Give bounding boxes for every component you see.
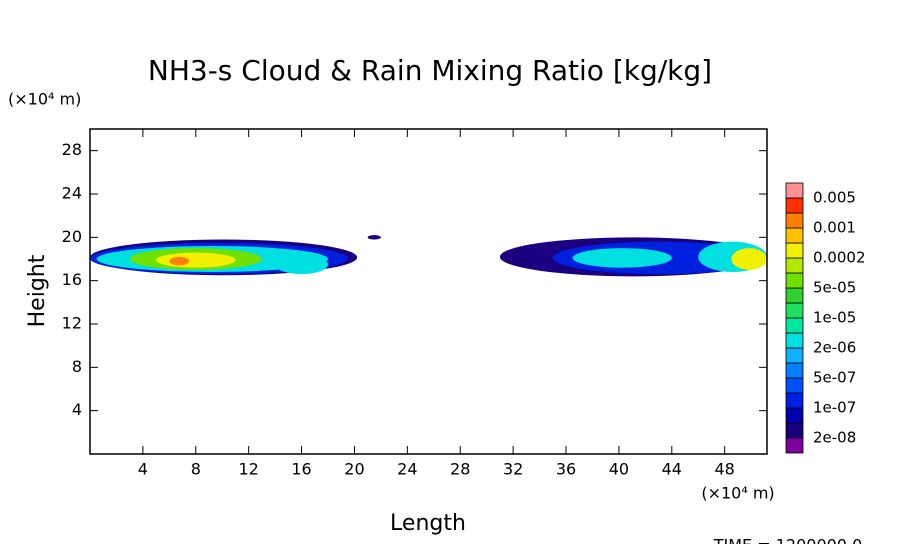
colorbar-label: 2e-08 — [813, 429, 856, 447]
y-tick-label: 28 — [62, 140, 82, 159]
colorbar-box — [785, 362, 804, 379]
y-unit: (×10⁴ m) — [8, 90, 81, 109]
x-tick-label: 36 — [556, 460, 576, 479]
colorbar-label: 5e-07 — [813, 369, 856, 387]
cloud-patch — [156, 252, 236, 268]
colorbar-box — [785, 422, 804, 439]
colorbar-box — [785, 182, 804, 199]
cloud-patch — [275, 254, 329, 275]
y-tick-label: 20 — [62, 227, 82, 246]
plot-frame — [89, 128, 768, 455]
x-tick-label: 28 — [450, 460, 470, 479]
colorbar-box — [785, 392, 804, 409]
colorbar-label: 0.005 — [813, 189, 856, 207]
x-tick-label: 44 — [662, 460, 682, 479]
cloud-patch — [572, 248, 672, 268]
x-tick-label: 32 — [503, 460, 523, 479]
x-tick-label: 24 — [397, 460, 417, 479]
x-tick-label: 8 — [191, 460, 201, 479]
colorbar-box — [785, 407, 804, 424]
colorbar-box — [785, 437, 804, 454]
cloud-patch — [731, 248, 767, 270]
colorbar-box — [785, 197, 804, 214]
y-tick-label: 4 — [72, 400, 82, 419]
colorbar-box — [785, 332, 804, 349]
x-tick-label: 20 — [344, 460, 364, 479]
colorbar-box — [785, 257, 804, 274]
y-tick-label: 16 — [62, 270, 82, 289]
contour-fill — [90, 235, 767, 277]
x-tick-label: 40 — [609, 460, 629, 479]
colorbar-box — [785, 377, 804, 394]
colorbar-label: 0.0002 — [813, 249, 866, 267]
colorbar-label: 1e-05 — [813, 309, 856, 327]
y-tick-label: 24 — [62, 184, 82, 203]
colorbar-label: 1e-07 — [813, 399, 856, 417]
colorbar-label: 5e-05 — [813, 279, 856, 297]
x-axis-label: Length — [390, 511, 466, 536]
colorbar-box — [785, 302, 804, 319]
y-axis-label: Height — [25, 254, 50, 327]
colorbar-box — [785, 227, 804, 244]
colorbar-box — [785, 212, 804, 229]
colorbar-box — [785, 317, 804, 334]
x-tick-label: 12 — [238, 460, 258, 479]
colorbar-box — [785, 272, 804, 289]
cloud-patch — [169, 256, 190, 266]
x-tick-label: 48 — [715, 460, 735, 479]
chart-title: NH3-s Cloud & Rain Mixing Ratio [kg/kg] — [148, 54, 712, 87]
x-tick-label: 16 — [291, 460, 311, 479]
colorbar-label: 2e-06 — [813, 339, 856, 357]
cloud-patch — [367, 235, 381, 240]
y-tick-label: 12 — [62, 314, 82, 333]
x-tick-label: 4 — [138, 460, 148, 479]
colorbar-box — [785, 347, 804, 364]
y-tick-label: 8 — [72, 357, 82, 376]
colorbar-label: 0.001 — [813, 219, 856, 237]
footer: TIME = 1200000.0 — [713, 536, 863, 544]
colorbar-box — [785, 287, 804, 304]
colorbar-box — [785, 242, 804, 259]
x-unit: (×10⁴ m) — [701, 484, 774, 503]
